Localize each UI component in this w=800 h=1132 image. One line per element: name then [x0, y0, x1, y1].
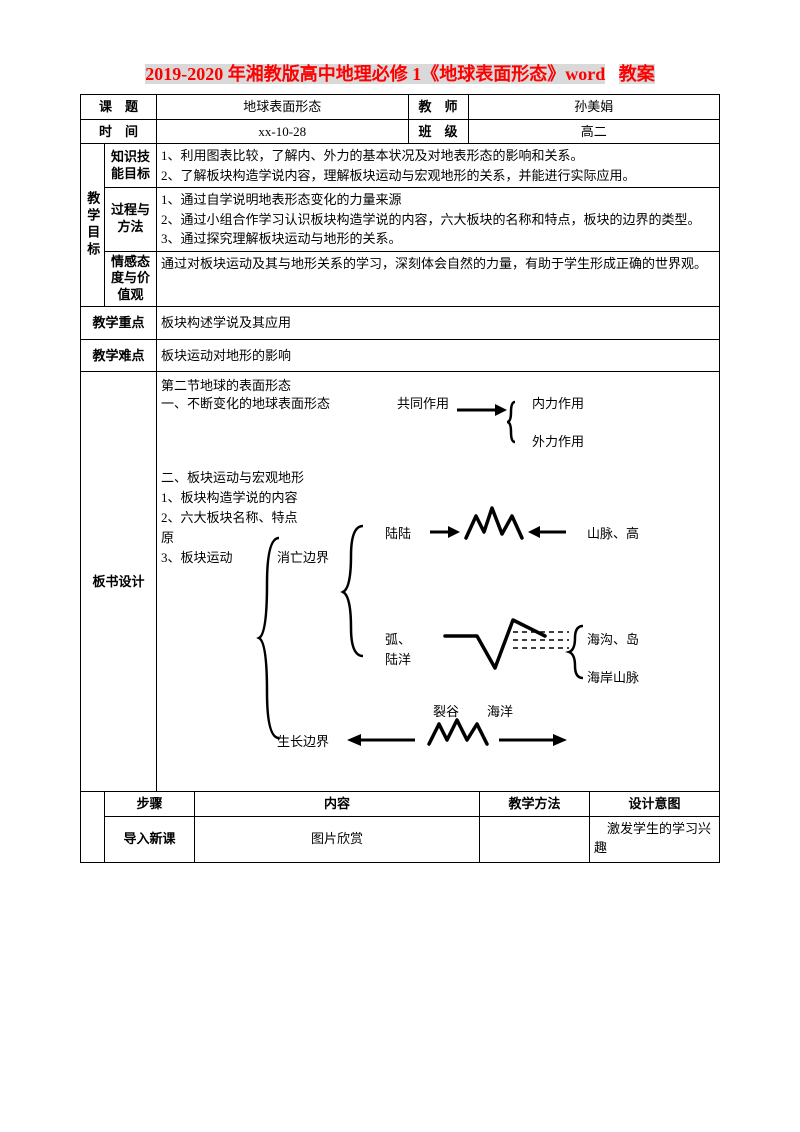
board-lulu: 陆陆: [385, 524, 411, 544]
board-outer: 外力作用: [532, 432, 584, 452]
row-time: 时 间 xx-10-28 班 级 高二: [81, 119, 720, 144]
rift-divergence-icon: [343, 714, 573, 760]
board-shanmai: 山脉、高: [587, 524, 639, 544]
row-emotion: 情感态度与价值观 通过对板块运动及其与地形关系的学习，深刻体会自然的力量，有助于…: [81, 251, 720, 307]
mountain-collision-icon: [422, 502, 577, 552]
process-label: 过程与方法: [105, 188, 157, 252]
doc-title: 2019-2020 年湘教版高中地理必修 1《地球表面形态》word 教案: [80, 60, 720, 86]
class-value: 高二: [468, 119, 720, 144]
col-method: 教学方法: [480, 792, 590, 816]
step1-method: [480, 816, 590, 862]
key-text: 板块构述学说及其应用: [157, 307, 720, 340]
board-content: 第二节地球的表面形态 一、不断变化的地球表面形态 共同作用 内力作用 外力作用 …: [157, 372, 720, 792]
board-haigou: 海沟、岛: [587, 630, 639, 650]
col-content: 内容: [195, 792, 480, 816]
row-difficult: 教学难点 板块运动对地形的影响: [81, 339, 720, 372]
time-label: 时 间: [81, 119, 157, 144]
board-s2: 二、板块运动与宏观地形: [161, 468, 304, 488]
row-topic: 课 题 地球表面形态 教 师 孙美娟: [81, 95, 720, 120]
board-hu: 弧、: [385, 630, 411, 650]
row-board: 板书设计 第二节地球的表面形态 一、不断变化的地球表面形态 共同作用 内力作用 …: [81, 372, 720, 792]
knowledge-text: 1、利用图表比较，了解内、外力的基本状况及对地表形态的影响和关系。 2、了解板块…: [157, 144, 720, 188]
teacher-value: 孙美娟: [468, 95, 720, 120]
board-joint: 共同作用: [397, 394, 449, 414]
goals-main-label: 教学目标: [81, 144, 105, 307]
board-s2-2: 2、六大板块名称、特点: [161, 508, 298, 528]
arrow-brace-1: [455, 400, 527, 450]
emotion-text: 通过对板块运动及其与地形关系的学习，深刻体会自然的力量，有助于学生形成正确的世界…: [157, 251, 720, 307]
col-step: 步骤: [105, 792, 195, 816]
class-label: 班 级: [408, 119, 468, 144]
key-label: 教学重点: [81, 307, 157, 340]
board-inner: 内力作用: [532, 394, 584, 414]
board-l2: 一、不断变化的地球表面形态: [161, 394, 330, 414]
difficult-text: 板块运动对地形的影响: [157, 339, 720, 372]
row-key: 教学重点 板块构述学说及其应用: [81, 307, 720, 340]
board-s2-3: 3、板块运动: [161, 548, 233, 568]
board-label: 板书设计: [81, 372, 157, 792]
row-process: 过程与方法 1、通过自学说明地表形态变化的力量来源 2、通过小组合作学习认识板块…: [81, 188, 720, 252]
process-text: 1、通过自学说明地表形态变化的力量来源 2、通过小组合作学习认识板块构造学说的内…: [157, 188, 720, 252]
title-part1: 2019-2020 年湘教版高中地理必修 1《地球表面形态》word: [145, 64, 605, 84]
small-brace-icon: [565, 622, 589, 682]
row-knowledge: 教学目标 知识技能目标 1、利用图表比较，了解内、外力的基本状况及对地表形态的影…: [81, 144, 720, 188]
step1-intent: 激发学生的学习兴趣: [590, 816, 720, 862]
difficult-label: 教学难点: [81, 339, 157, 372]
knowledge-label: 知识技能目标: [105, 144, 157, 188]
emotion-label: 情感态度与价值观: [105, 251, 157, 307]
time-value: xx-10-28: [157, 119, 408, 144]
steps-table: 步骤 内容 教学方法 设计意图 导入新课 图片欣赏 激发学生的学习兴趣: [80, 792, 720, 863]
steps-header-row: 步骤 内容 教学方法 设计意图: [81, 792, 720, 816]
board-l1: 第二节地球的表面形态: [161, 376, 291, 396]
teacher-label: 教 师: [408, 95, 468, 120]
board-luyang: 陆洋: [385, 650, 411, 670]
steps-leftpad: [81, 792, 105, 862]
mid-brace-icon: [339, 522, 369, 662]
large-brace-icon: [255, 534, 285, 744]
topic-label: 课 题: [81, 95, 157, 120]
trench-subduction-icon: [437, 610, 577, 680]
lesson-plan-table: 课 题 地球表面形态 教 师 孙美娟 时 间 xx-10-28 班 级 高二 教…: [80, 94, 720, 792]
col-intent: 设计意图: [590, 792, 720, 816]
board-s2-1: 1、板块构造学说的内容: [161, 488, 298, 508]
topic-value: 地球表面形态: [157, 95, 408, 120]
board-shengzhang: 生长边界: [277, 732, 329, 752]
board-haian: 海岸山脉: [587, 668, 639, 688]
step1-content: 图片欣赏: [195, 816, 480, 862]
steps-row-1: 导入新课 图片欣赏 激发学生的学习兴趣: [81, 816, 720, 862]
step1-label: 导入新课: [105, 816, 195, 862]
board-yuan: 原: [161, 528, 174, 548]
title-part2: 教案: [619, 64, 655, 84]
